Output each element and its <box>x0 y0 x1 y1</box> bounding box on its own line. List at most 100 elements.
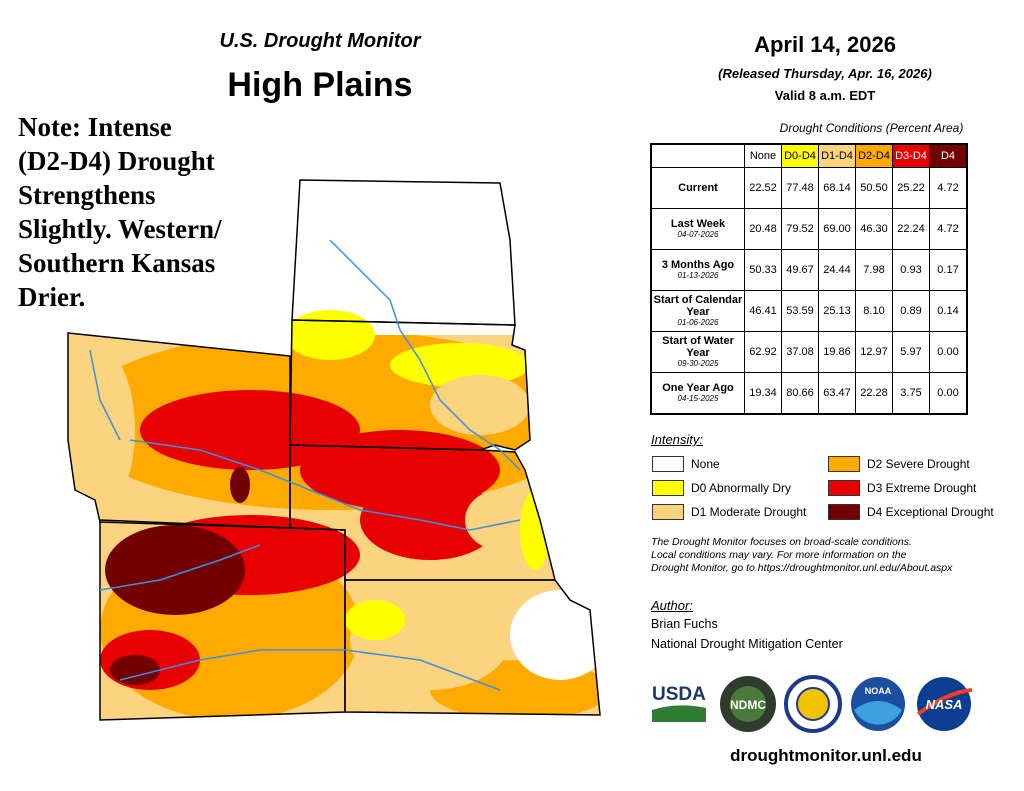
logos: USDA NDMC NOAA NASA <box>652 675 973 733</box>
logo-text: NOAA <box>865 686 892 696</box>
table-caption: Drought Conditions (Percent Area) <box>779 121 964 135</box>
footnote-line: Local conditions may vary. For more info… <box>651 549 907 561</box>
table-value: 19.34 <box>744 372 782 415</box>
table-value: 4.72 <box>929 167 968 209</box>
legend-swatch <box>652 504 684 520</box>
table-value: 19.86 <box>818 331 856 373</box>
author-org: National Drought Mitigation Center <box>651 637 843 651</box>
note-line: (D2-D4) Drought <box>18 146 215 176</box>
row-label: 3 Months Ago 01-13-2026 <box>650 249 745 291</box>
row-date: 04-15-2025 <box>677 394 719 403</box>
title: U.S. Drought Monitor <box>219 30 421 52</box>
usda-logo: USDA <box>652 684 706 722</box>
legend-item: D3 Extreme Drought <box>828 480 976 496</box>
table-value: 22.28 <box>855 372 893 415</box>
note: Note: Intense (D2-D4) Drought Strengthens S… <box>18 110 222 314</box>
column-header: D0-D4 <box>781 143 819 168</box>
note-line: Southern Kansas <box>18 248 216 278</box>
table-row: Start of Calendar Year 01-06-2026 46.41 53.… <box>650 290 968 332</box>
author-name: Brian Fuchs <box>651 617 718 631</box>
legend-label: None <box>691 457 720 471</box>
author-heading: Author: <box>651 598 693 613</box>
doc-logo <box>784 675 842 733</box>
table-value: 77.48 <box>781 167 819 209</box>
legend-title: Intensity: <box>651 432 704 447</box>
table-value: 5.97 <box>892 331 930 373</box>
table-value: 7.98 <box>855 249 893 291</box>
row-date: 09-30-2025 <box>677 359 719 368</box>
table-value: 24.44 <box>818 249 856 291</box>
table-value: 25.22 <box>892 167 930 209</box>
legend-item: None <box>652 456 720 472</box>
state-borders <box>67 179 601 721</box>
column-header: None <box>744 143 782 168</box>
legend-item: D0 Abnormally Dry <box>652 480 791 496</box>
legend-label: D0 Abnormally Dry <box>691 481 792 495</box>
row-label: Last Week 04-07-2026 <box>650 208 745 250</box>
table-value: 3.75 <box>892 372 930 415</box>
rivers <box>89 239 521 691</box>
footnote: The Drought Monitor focuses on broad-sca… <box>651 536 952 575</box>
table-value: 50.33 <box>744 249 782 291</box>
table-value: 4.72 <box>929 208 968 250</box>
table-value: 49.67 <box>781 249 819 291</box>
row-date: 01-06-2026 <box>677 318 719 327</box>
date: April 14, 2026 <box>754 32 896 57</box>
conditions-table: None D0-D4 D1-D4 D2-D4 D3-D4 D4 Current 22.52 77… <box>650 143 968 415</box>
table-value: 20.48 <box>744 208 782 250</box>
table-value: 79.52 <box>781 208 819 250</box>
header-row: None D0-D4 D1-D4 D2-D4 D3-D4 D4 <box>650 143 968 168</box>
table-value: 62.92 <box>744 331 782 373</box>
corner-cell <box>650 143 745 168</box>
legend-label: D2 Severe Drought <box>867 457 970 471</box>
table-row: One Year Ago 04-15-2025 19.34 80.66 63.47 22.… <box>650 372 968 415</box>
valid: Valid 8 a.m. EDT <box>774 88 876 103</box>
row-label-text: Last Week <box>670 218 726 230</box>
legend-swatch <box>652 480 684 496</box>
legend-label: D3 Extreme Drought <box>867 481 977 495</box>
region: High Plains <box>227 66 413 104</box>
footnote-line: Drought Monitor, go to https://droughtmo… <box>651 562 953 574</box>
table-value: 22.24 <box>892 208 930 250</box>
row-label-text: One Year Ago <box>662 382 734 394</box>
table-value: 46.41 <box>744 290 782 332</box>
table-row: Last Week 04-07-2026 20.48 79.52 69.00 46.30 2… <box>650 208 968 250</box>
table-value: 50.50 <box>855 167 893 209</box>
table-value: 46.30 <box>855 208 893 250</box>
row-label-text: Start of Water Year <box>662 335 734 359</box>
row-label: Current <box>650 167 745 209</box>
row-label: One Year Ago 04-15-2025 <box>650 372 745 415</box>
row-label-text: Current <box>678 182 718 194</box>
legend-swatch <box>828 480 860 496</box>
row-date: 04-07-2026 <box>677 230 719 239</box>
table-value: 69.00 <box>818 208 856 250</box>
table-value: 53.59 <box>781 290 819 332</box>
released: (Released Thursday, Apr. 16, 2026) <box>718 66 932 81</box>
table-value: 0.14 <box>929 290 968 332</box>
drought-map <box>67 179 601 721</box>
note-line: Strengthens <box>18 180 156 210</box>
table-value: 22.52 <box>744 167 782 209</box>
legend-swatch <box>828 504 860 520</box>
table-value: 0.17 <box>929 249 968 291</box>
note-line: Note: Intense <box>18 112 172 142</box>
legend-swatch <box>652 456 684 472</box>
row-label: Start of Calendar Year 01-06-2026 <box>650 290 745 332</box>
note-line: Drier. <box>18 282 86 312</box>
legend-swatch <box>828 456 860 472</box>
legend-item: D4 Exceptional Drought <box>828 504 994 520</box>
table-value: 8.10 <box>855 290 893 332</box>
column-header: D1-D4 <box>818 143 856 168</box>
column-header: D3-D4 <box>892 143 930 168</box>
table-value: 63.47 <box>818 372 856 415</box>
table-row: Start of Water Year 09-30-2025 62.92 37.08 1… <box>650 331 968 373</box>
table-value: 25.13 <box>818 290 856 332</box>
table-value: 80.66 <box>781 372 819 415</box>
legend-label: D1 Moderate Drought <box>691 505 807 519</box>
logo-text: NASA <box>926 697 963 712</box>
row-label: Start of Water Year 09-30-2025 <box>650 331 745 373</box>
table-value: 0.89 <box>892 290 930 332</box>
noaa-logo: NOAA <box>851 677 905 731</box>
ndmc-logo: NDMC <box>720 676 776 732</box>
